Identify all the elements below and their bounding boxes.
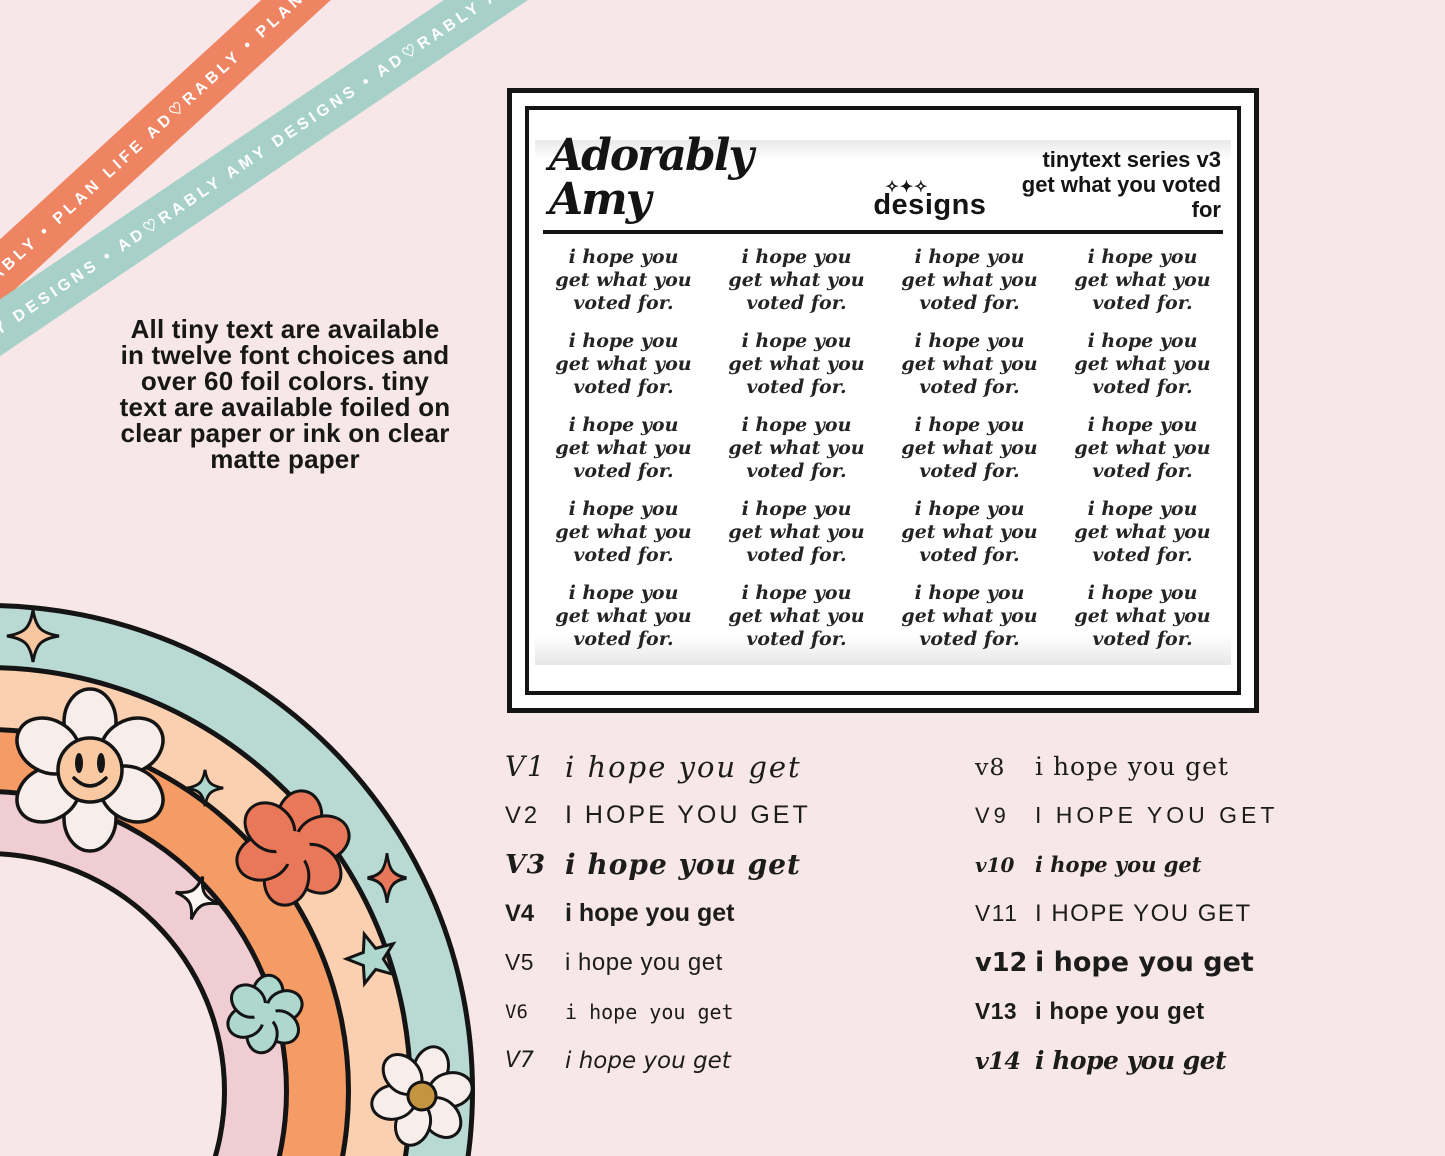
version-label: v8 [975,752,1006,781]
sticker-text: i hope you get what you voted for. [555,582,692,651]
version-label: V13 [975,998,1018,1024]
description-line: in twelve font choices and [120,340,450,370]
version-sample-text: i hope you get [1035,947,1254,978]
versions-right: v8 i hope you get V9 I HOPE YOU GET v10 i hop… [975,742,1405,1085]
version-label: V11 [975,900,1019,926]
brand-logo: Adorably Amy ✧✦✧ designs [549,134,986,222]
version-sample-text: i hope you get [565,749,802,784]
version-label: V3 [505,849,547,880]
version-item-v5: V5 i hope you get [505,938,935,987]
rainbow-illustration [0,603,475,1156]
sticker-text: i hope you get what you voted for. [728,329,865,398]
sticker-text: i hope you get what you voted for. [901,329,1038,398]
version-label: V6 [505,1000,528,1023]
sticker-text: i hope you get what you voted for. [1074,413,1211,482]
description-line: clear paper or ink on clear [120,418,450,448]
version-sample-text: i hope you get [565,948,723,976]
sticker-text: i hope you get what you voted for. [555,245,692,314]
sparkles-icon: ✧✦✧ [885,179,929,196]
version-sample-text: i hope you get [565,999,734,1024]
description-line: All tiny text are available [130,314,440,344]
description-line: text are available foiled on [119,392,451,422]
versions-left: V1 i hope you get V2 I HOPE YOU GET V3 i hope… [505,742,935,1085]
product-frame: Adorably Amy ✧✦✧ designs tinytext series … [507,88,1259,713]
teal-sparkle-icon [186,769,224,807]
brand-script-wordmark: Adorably Amy [549,130,754,225]
version-sample-text: I HOPE YOU GET [565,801,811,829]
version-sample-text: i hope you get [1035,1046,1227,1075]
product-frame-inner: Adorably Amy ✧✦✧ designs tinytext series … [525,106,1241,695]
white-sparkle-icon [175,876,219,920]
version-item-v7: V7 i hope you get [505,1036,935,1085]
description-line: matte paper [210,444,360,474]
sticker-grid: i hope you get what you voted for. i hope y… [537,238,1229,659]
sticker-text: i hope you get what you voted for. [1074,498,1211,567]
version-label: V9 [975,802,1010,828]
version-item-v3: V3 i hope you get [505,840,935,889]
peach-sparkle-icon [6,609,60,663]
version-item-v1: V1 i hope you get [505,742,935,791]
sticker-text: i hope you get what you voted for. [728,582,865,651]
version-item-v11: V11 I HOPE YOU GET [975,889,1405,938]
version-label: V5 [505,949,534,975]
version-item-v13: V13 i hope you get [975,987,1405,1036]
version-label: v12 [975,947,1028,978]
version-sample-text: i hope you get [1035,852,1202,877]
brand-designs-text: designs [873,189,987,221]
version-item-v12: v12 i hope you get [975,938,1405,987]
version-item-v9: V9 I HOPE YOU GET [975,791,1405,840]
description-text: All tiny text are available in twelve fo… [65,316,505,472]
sheet-name-line: get what you voted for [1021,172,1221,222]
version-sample-text: I HOPE YOU GET [1035,802,1279,828]
version-item-v14: v14 i hope you get [975,1036,1405,1085]
sticker-text: i hope you get what you voted for. [1074,245,1211,314]
sticker-sheet: Adorably Amy ✧✦✧ designs tinytext series … [535,134,1231,665]
sticker-text: i hope you get what you voted for. [555,413,692,482]
sticker-text: i hope you get what you voted for. [901,498,1038,567]
sticker-text: i hope you get what you voted for. [555,498,692,567]
version-sample-text: i hope you get [1035,752,1229,781]
version-item-v4: V4 i hope you get [505,889,935,938]
version-sample-text: I HOPE YOU GET [1035,899,1252,927]
version-item-v6: V6 i hope you get [505,987,935,1036]
teal-star-icon [342,930,397,988]
version-label: V1 [505,750,547,783]
sticker-text: i hope you get what you voted for. [901,582,1038,651]
version-label: V2 [505,801,541,829]
sticker-text: i hope you get what you voted for. [728,498,865,567]
coral-diamond-icon [367,853,407,903]
teal-flower-icon [226,973,304,1055]
smiley-daisy-icon [15,687,165,853]
sticker-text: i hope you get what you voted for. [555,329,692,398]
version-label: v14 [975,1046,1021,1075]
version-sample-text: i hope you get [565,899,735,927]
version-sample-text: i hope you get [1035,997,1205,1025]
sticker-text: i hope you get what you voted for. [1074,329,1211,398]
version-sample-text: i hope you get [565,1047,731,1074]
gold-daisy-icon [370,1045,474,1147]
description-line: over 60 foil colors. tiny [140,366,430,396]
sticker-text: i hope you get what you voted for. [728,245,865,314]
sticker-text: i hope you get what you voted for. [1074,582,1211,651]
sheet-header: Adorably Amy ✧✦✧ designs tinytext series … [535,134,1231,228]
sheet-title: tinytext series v3 get what you voted fo… [986,147,1221,222]
sticker-text: i hope you get what you voted for. [901,245,1038,314]
coral-flower-icon [235,789,351,907]
sheet-series-line: tinytext series v3 [1042,147,1221,172]
version-label: V4 [505,899,535,927]
version-item-v2: V2 I HOPE YOU GET [505,791,935,840]
sticker-text: i hope you get what you voted for. [728,413,865,482]
version-label: V7 [505,1048,534,1073]
header-divider [543,230,1223,234]
version-item-v10: v10 i hope you get [975,840,1405,889]
version-item-v8: v8 i hope you get [975,742,1405,791]
sticker-text: i hope you get what you voted for. [901,413,1038,482]
version-sample-text: i hope you get [565,848,801,881]
brand-designs-label: ✧✦✧ designs [873,179,987,222]
version-label: v10 [975,852,1015,877]
